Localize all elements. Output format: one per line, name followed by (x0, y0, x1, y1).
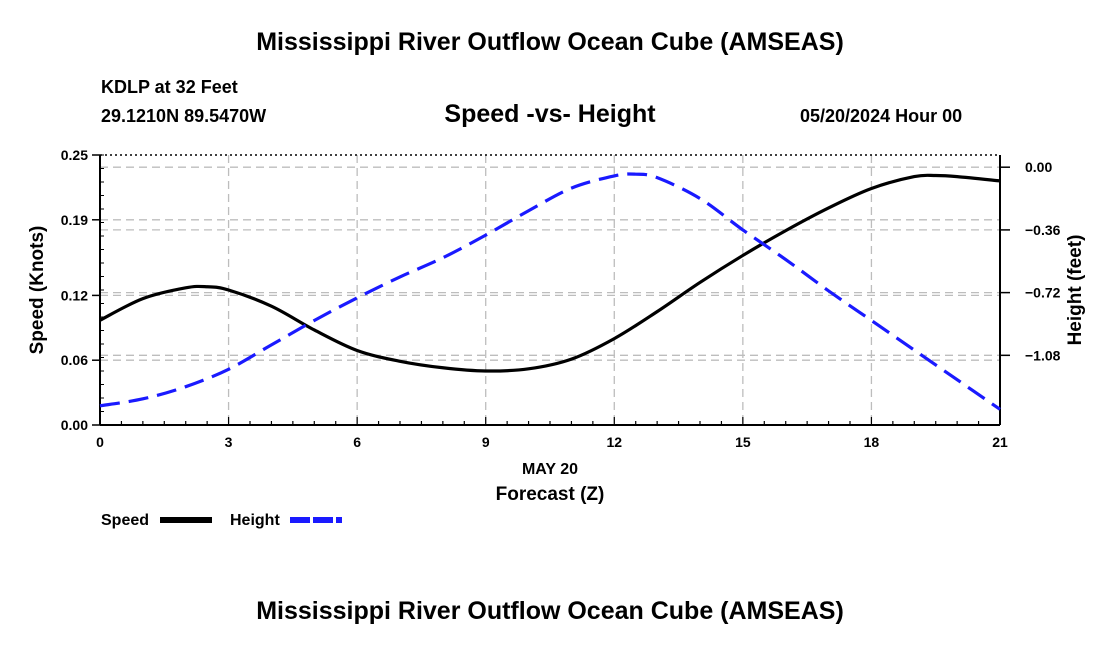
x-tick-label: 18 (864, 434, 880, 450)
station-coordinates: 29.1210N 89.5470W (101, 106, 267, 126)
chart-subtitle: Speed -vs- Height (444, 100, 656, 128)
x-tick-label: 21 (992, 434, 1008, 450)
x-axis-label: Forecast (Z) (496, 484, 605, 505)
y-left-tick-label: 0.06 (61, 352, 88, 368)
legend-label-speed: Speed (101, 512, 149, 529)
y-right-tick-label: 0.00 (1025, 159, 1052, 175)
series-line-speed (99, 173, 1001, 373)
x-tick-label: 9 (482, 434, 490, 450)
y-axis-right-label: Height (feet) (1065, 235, 1086, 346)
y-left-tick-label: 0.12 (61, 287, 88, 303)
x-tick-label: 6 (353, 434, 361, 450)
y-right-tick-label: −0.72 (1025, 285, 1061, 301)
y-left-tick-label: 0.25 (61, 147, 88, 163)
station-label: KDLP at 32 Feet (101, 77, 238, 97)
x-tick-label: 3 (225, 434, 233, 450)
y-right-tick-label: −1.08 (1025, 347, 1061, 363)
x-axis-date-label: MAY 20 (522, 461, 578, 478)
x-tick-label: 12 (606, 434, 622, 450)
series-line-height (99, 172, 1001, 411)
page-title: Mississippi River Outflow Ocean Cube (AM… (256, 28, 844, 56)
x-tick-label: 0 (96, 434, 104, 450)
x-tick-label: 15 (735, 434, 751, 450)
y-axis-left-label: Speed (Knots) (27, 226, 48, 355)
y-left-tick-label: 0.00 (61, 417, 88, 433)
y-right-tick-label: −0.36 (1025, 222, 1061, 238)
footer-title: Mississippi River Outflow Ocean Cube (AM… (256, 597, 844, 625)
forecast-runtime: 05/20/2024 Hour 00 (800, 106, 963, 126)
y-left-tick-label: 0.19 (61, 212, 88, 228)
legend-label-height: Height (230, 512, 280, 529)
